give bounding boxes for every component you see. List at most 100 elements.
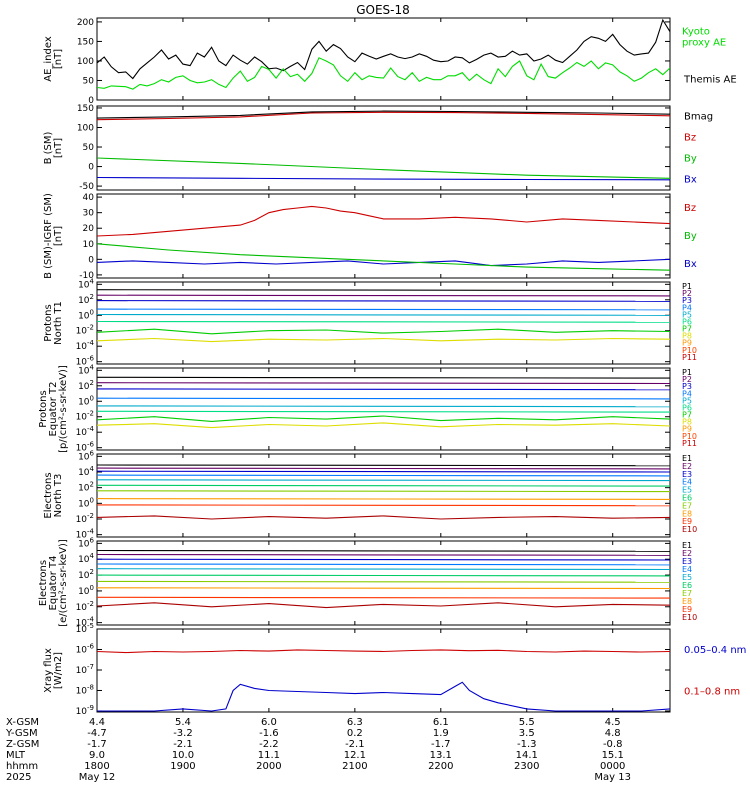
legend-entry: P5 — [682, 310, 692, 319]
ephemeris-value: -1.7 — [87, 739, 107, 750]
ephemeris-value: 13.1 — [430, 750, 452, 761]
y-tick-label: 102 — [78, 293, 94, 306]
ephemeris-value: 6.3 — [347, 717, 363, 728]
y-tick-label: 102 — [78, 568, 94, 581]
y-tick-label: 100 — [78, 496, 94, 509]
y-tick-label: 10-9 — [76, 704, 94, 717]
panel-frame — [96, 540, 671, 626]
ephemeris-value: 14.1 — [516, 750, 538, 761]
legend-entry: P7 — [682, 411, 692, 420]
y-tick-label: 40 — [83, 193, 95, 203]
series-line-e9 — [97, 596, 670, 599]
ephemeris-value: 5.4 — [175, 717, 191, 728]
y-tick-label: 10-2 — [76, 324, 94, 337]
y-tick-label: -10 — [79, 271, 94, 281]
series-line-p2 — [97, 382, 670, 385]
legend-entry: P7 — [682, 325, 692, 334]
ephemeris-value: 1.9 — [433, 728, 449, 739]
series-line-kyoto-proxy-ae — [97, 57, 670, 90]
series-line-e3 — [97, 558, 670, 561]
y-tick-label: 150 — [77, 37, 94, 47]
legend-entry: E4 — [682, 565, 692, 574]
ephemeris-value: 6.1 — [433, 717, 449, 728]
y-tick-label: 100 — [77, 123, 94, 133]
legend-entry: E2 — [682, 462, 692, 471]
ephemeris-row-label: X-GSM — [6, 717, 39, 728]
y-tick-label: 10-2 — [76, 600, 94, 613]
y-tick-label: 100 — [78, 394, 94, 407]
ephemeris-value: 2300 — [514, 761, 539, 772]
ephemeris-value: 2100 — [342, 761, 367, 772]
legend-entry: P11 — [682, 353, 697, 362]
ephemeris-row-label: 2025 — [6, 772, 31, 783]
legend-entry: E3 — [682, 557, 692, 566]
legend-entry: Themis AE — [683, 75, 737, 86]
ephemeris-value: 4.4 — [89, 717, 105, 728]
y-tick-label: 100 — [77, 57, 94, 67]
panel-frame — [96, 17, 671, 101]
ephemeris-value: 4.5 — [605, 717, 621, 728]
ephemeris-value: 3.5 — [519, 728, 535, 739]
y-tick-label: 10-2 — [76, 512, 94, 525]
series-line-e9 — [97, 504, 670, 507]
series-line-bz — [97, 205, 670, 237]
y-tick-label: 10-7 — [76, 663, 94, 676]
legend-entry: P8 — [682, 332, 692, 341]
y-tick-label: 10-2 — [76, 410, 94, 423]
series-line-p6 — [97, 410, 670, 413]
y-axis-label: [e/(cm²-s-sr-keV)] — [58, 539, 69, 627]
y-tick-label: 50 — [83, 76, 95, 86]
series-line-p1 — [97, 289, 670, 292]
legend-entry: 0.1–0.8 nm — [684, 686, 740, 697]
ephemeris-value: 6.0 — [261, 717, 277, 728]
legend-entry: By — [684, 154, 697, 165]
legend-entry: P6 — [682, 403, 692, 412]
ephemeris-value: -1.6 — [259, 728, 279, 739]
series-line-bx — [97, 258, 670, 267]
y-axis-label: Electrons — [43, 472, 54, 518]
y-axis-label: Protons — [38, 390, 49, 427]
y-axis-label: AE_index — [43, 36, 54, 82]
ephemeris-value: May 12 — [79, 772, 116, 783]
legend-entry: E1 — [682, 454, 692, 463]
legend-entry: E3 — [682, 470, 692, 479]
panel-3: -10 0 10 20 30 40 B (SM)-IGRF (SM) [nT] Bz By Bx — [43, 193, 697, 281]
series-line-e3 — [97, 470, 670, 473]
y-tick-label: 30 — [83, 209, 95, 219]
ephemeris-value: 4.8 — [605, 728, 621, 739]
y-tick-label: 100 — [78, 584, 94, 597]
ephemeris-value: 15.1 — [602, 750, 624, 761]
ephemeris-value: -4.7 — [87, 728, 107, 739]
series-line-p3 — [97, 300, 670, 302]
y-tick-label: -50 — [79, 182, 94, 192]
series-line-p4 — [97, 397, 670, 400]
y-tick-label: 50 — [83, 143, 95, 153]
y-tick-label: 10-4 — [76, 425, 95, 438]
panel-frame — [96, 453, 671, 538]
legend-entry: Bz — [684, 133, 696, 144]
legend-entry: P2 — [682, 375, 692, 384]
y-axis-label: [nT] — [53, 226, 64, 246]
ephemeris-value: 0.2 — [347, 728, 363, 739]
y-tick-label: 0 — [88, 255, 94, 265]
series-line-p5 — [97, 313, 670, 316]
legend-entry: P9 — [682, 425, 692, 434]
series-line-0-1-0-8-nm — [97, 649, 670, 654]
y-tick-label: 10-6 — [76, 642, 95, 655]
panel-2: -50 0 50 100 150 B (SM) [nT] Bmag Bz By Bx — [43, 104, 713, 192]
legend-entry: P8 — [682, 418, 692, 427]
legend-entry: E9 — [682, 517, 692, 526]
series-line-0-05-0-4-nm — [97, 681, 670, 712]
legend-entry: E7 — [682, 589, 692, 598]
ephemeris-value: 10.0 — [172, 750, 194, 761]
series-line-p3 — [97, 388, 670, 391]
legend-entry: 0.05–0.4 nm — [684, 645, 746, 656]
legend-entry: E8 — [682, 509, 692, 518]
series-line-p5 — [97, 405, 670, 408]
series-line-e6 — [97, 574, 670, 577]
series-line-bmag — [97, 110, 670, 119]
y-axis-label: [nT] — [53, 49, 64, 69]
ephemeris-value: -2.1 — [173, 739, 193, 750]
